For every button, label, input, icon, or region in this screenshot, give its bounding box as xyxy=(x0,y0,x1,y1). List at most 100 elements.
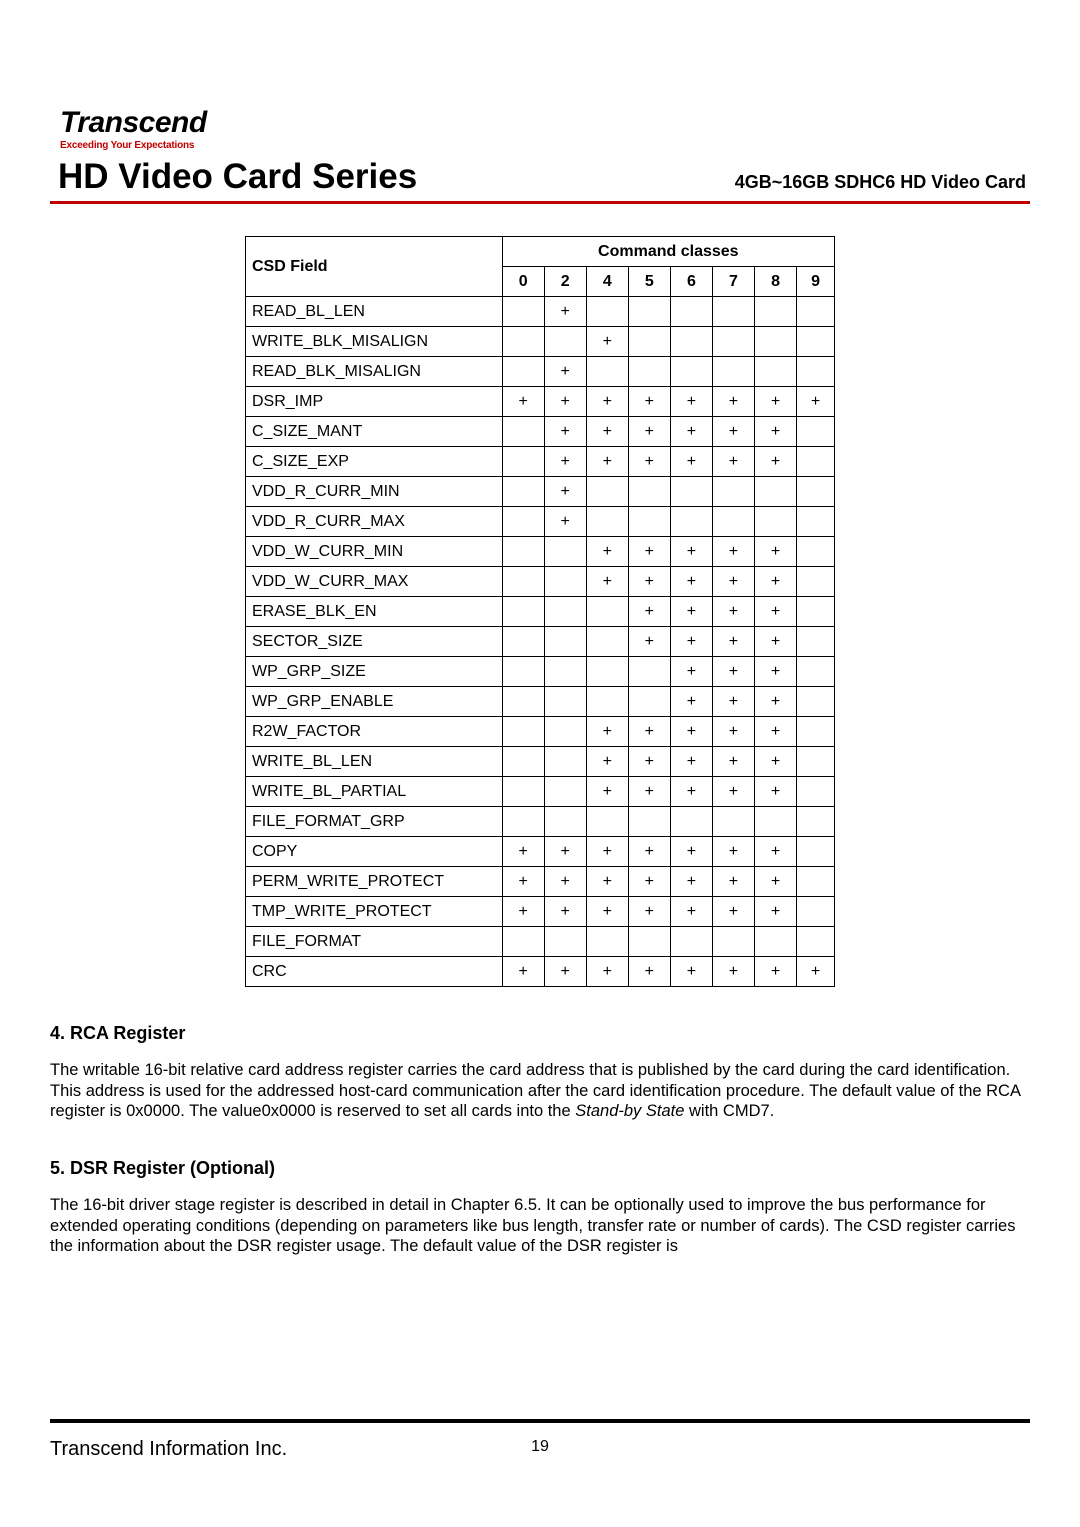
csd-cell: + xyxy=(544,957,586,987)
csd-col-5: 7 xyxy=(712,267,754,297)
csd-cell xyxy=(797,717,835,747)
table-row: READ_BL_LEN+ xyxy=(246,297,835,327)
csd-cell: + xyxy=(502,387,544,417)
table-row: R2W_FACTOR+++++ xyxy=(246,717,835,747)
csd-cell: + xyxy=(712,537,754,567)
csd-field-name: R2W_FACTOR xyxy=(246,717,503,747)
csd-cell: + xyxy=(628,597,670,627)
csd-cell xyxy=(586,627,628,657)
csd-cell: + xyxy=(628,747,670,777)
csd-cell: + xyxy=(544,447,586,477)
rca-text-pre: The writable 16-bit relative card addres… xyxy=(50,1061,1020,1120)
table-row: TMP_WRITE_PROTECT+++++++ xyxy=(246,897,835,927)
csd-table-wrap: CSD Field Command classes 0 2 4 5 6 7 8 … xyxy=(245,236,835,987)
footer-company: Transcend Information Inc. xyxy=(50,1438,287,1461)
csd-cell: + xyxy=(544,867,586,897)
csd-cell: + xyxy=(670,747,712,777)
csd-field-name: ERASE_BLK_EN xyxy=(246,597,503,627)
csd-col-2: 4 xyxy=(586,267,628,297)
csd-cell xyxy=(586,507,628,537)
csd-cell: + xyxy=(586,747,628,777)
csd-cell xyxy=(628,357,670,387)
csd-cell: + xyxy=(586,957,628,987)
section-body-dsr: The 16-bit driver stage register is desc… xyxy=(50,1195,1030,1257)
table-row: READ_BLK_MISALIGN+ xyxy=(246,357,835,387)
csd-cell xyxy=(797,927,835,957)
csd-field-name: SECTOR_SIZE xyxy=(246,627,503,657)
csd-cell: + xyxy=(712,687,754,717)
csd-col-3: 5 xyxy=(628,267,670,297)
csd-cell xyxy=(797,687,835,717)
csd-cell: + xyxy=(712,597,754,627)
footer-divider xyxy=(50,1419,1030,1423)
csd-cell: + xyxy=(670,567,712,597)
csd-cell: + xyxy=(797,387,835,417)
csd-cell xyxy=(797,597,835,627)
csd-cell xyxy=(797,657,835,687)
csd-field-name: VDD_W_CURR_MAX xyxy=(246,567,503,597)
csd-cell xyxy=(670,927,712,957)
csd-cell: + xyxy=(628,387,670,417)
csd-cell: + xyxy=(628,837,670,867)
csd-cell: + xyxy=(670,597,712,627)
table-row: WP_GRP_ENABLE+++ xyxy=(246,687,835,717)
csd-cell xyxy=(544,627,586,657)
csd-cell xyxy=(628,807,670,837)
csd-field-name: WP_GRP_ENABLE xyxy=(246,687,503,717)
csd-field-name: VDD_R_CURR_MIN xyxy=(246,477,503,507)
csd-field-name: TMP_WRITE_PROTECT xyxy=(246,897,503,927)
csd-cell xyxy=(797,867,835,897)
csd-cell: + xyxy=(755,897,797,927)
csd-cell xyxy=(502,777,544,807)
csd-field-name: FILE_FORMAT xyxy=(246,927,503,957)
csd-cell: + xyxy=(628,867,670,897)
csd-field-name: C_SIZE_MANT xyxy=(246,417,503,447)
csd-cell xyxy=(797,477,835,507)
csd-cell xyxy=(502,717,544,747)
csd-cell xyxy=(712,327,754,357)
csd-cell xyxy=(502,687,544,717)
csd-cell: + xyxy=(670,387,712,417)
csd-cell xyxy=(586,687,628,717)
csd-cell: + xyxy=(586,837,628,867)
csd-cell: + xyxy=(755,417,797,447)
csd-cell: + xyxy=(712,957,754,987)
csd-cell xyxy=(502,477,544,507)
csd-cell: + xyxy=(586,387,628,417)
csd-cell xyxy=(544,657,586,687)
csd-cell: + xyxy=(755,537,797,567)
csd-cell xyxy=(586,597,628,627)
csd-cell xyxy=(797,567,835,597)
csd-cell: + xyxy=(797,957,835,987)
csd-cell xyxy=(755,927,797,957)
brand-logo: Transcend Exceeding Your Expectations xyxy=(60,108,1030,151)
csd-field-name: READ_BL_LEN xyxy=(246,297,503,327)
csd-cell xyxy=(755,507,797,537)
section-heading-rca: 4. RCA Register xyxy=(50,1023,1030,1044)
csd-field-name: WRITE_BLK_MISALIGN xyxy=(246,327,503,357)
csd-cell: + xyxy=(712,627,754,657)
rca-text-post: with CMD7. xyxy=(684,1102,774,1120)
csd-cell: + xyxy=(712,837,754,867)
csd-cell xyxy=(797,297,835,327)
csd-cell xyxy=(670,477,712,507)
csd-cell xyxy=(755,477,797,507)
table-row: WP_GRP_SIZE+++ xyxy=(246,657,835,687)
csd-cell xyxy=(544,687,586,717)
csd-cell xyxy=(628,687,670,717)
csd-field-name: C_SIZE_EXP xyxy=(246,447,503,477)
csd-cell xyxy=(502,447,544,477)
csd-cell: + xyxy=(712,567,754,597)
csd-cell xyxy=(755,807,797,837)
brand-name: Transcend xyxy=(60,108,1030,138)
csd-cell xyxy=(712,297,754,327)
csd-cell xyxy=(502,297,544,327)
csd-cell: + xyxy=(670,627,712,657)
csd-cell xyxy=(502,507,544,537)
csd-cell: + xyxy=(755,747,797,777)
csd-cell xyxy=(797,897,835,927)
csd-cell xyxy=(586,297,628,327)
csd-cell: + xyxy=(670,957,712,987)
csd-cell: + xyxy=(628,777,670,807)
table-row: DSR_IMP++++++++ xyxy=(246,387,835,417)
